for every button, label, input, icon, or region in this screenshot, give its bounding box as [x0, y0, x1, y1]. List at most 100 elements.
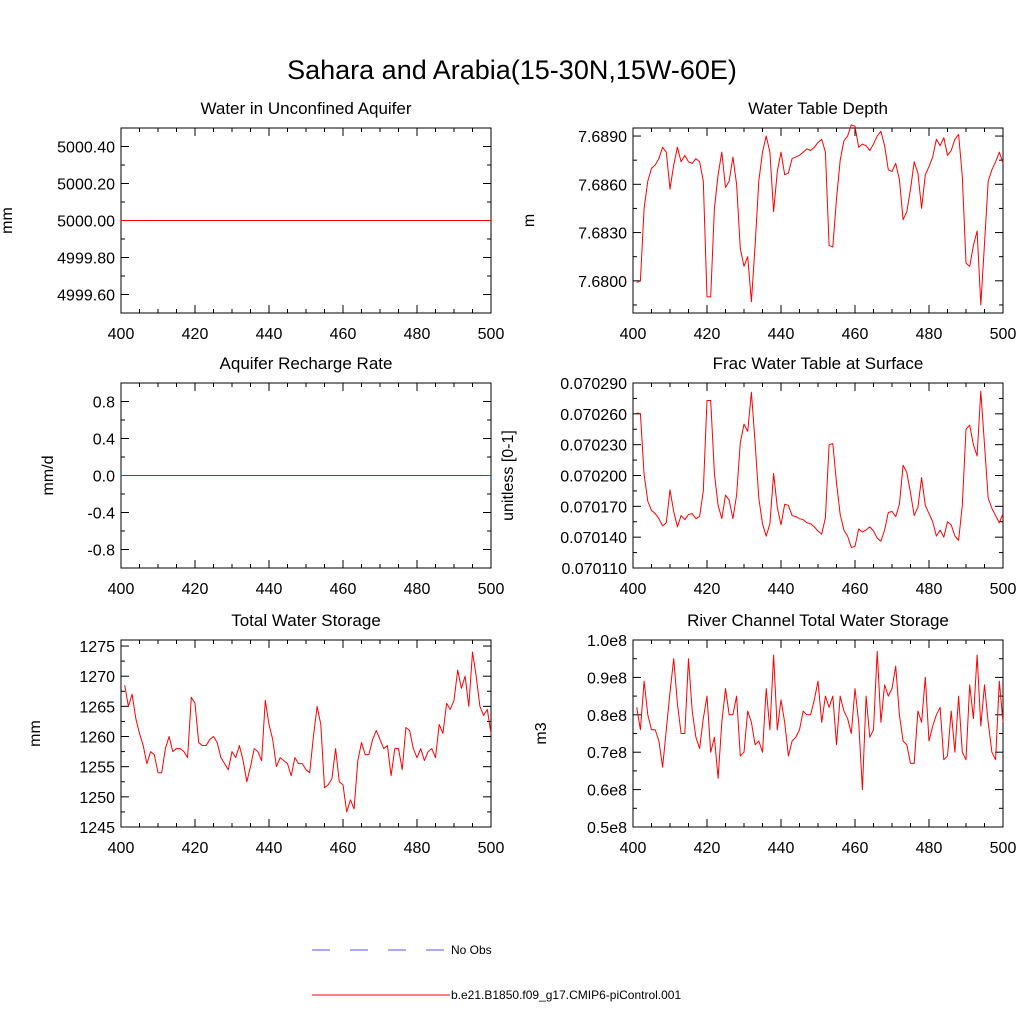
x-tick-label: 420 — [694, 581, 721, 598]
y-tick-label: 5000.00 — [57, 214, 115, 231]
x-tick-label: 480 — [916, 326, 943, 343]
y-tick-label: 0.9e8 — [587, 670, 627, 687]
panel-title: Total Water Storage — [231, 611, 381, 630]
x-tick-label: 500 — [990, 840, 1017, 857]
y-axis-label: mm — [27, 720, 44, 747]
y-tick-label: 0.070230 — [560, 438, 627, 455]
x-tick-label: 460 — [842, 326, 869, 343]
y-tick-label: 0.5e8 — [587, 820, 627, 837]
x-tick-label: 440 — [768, 326, 795, 343]
legend-label-no-obs: No Obs — [451, 943, 492, 957]
chart-panel-5: Total Water Storage 400 420 440 460 480 500 124… — [27, 611, 504, 857]
y-tick-label: 0.070200 — [560, 469, 627, 486]
panel-title: Water in Unconfined Aquifer — [200, 99, 411, 118]
x-tick-label: 400 — [108, 326, 135, 343]
y-tick-label: 7.6890 — [578, 129, 627, 146]
x-tick-label: 440 — [256, 840, 283, 857]
series-line-1 — [636, 650, 1004, 791]
plot-frame — [632, 382, 1004, 569]
y-tick-label: 0.7e8 — [587, 745, 627, 762]
y-axis-label: m — [521, 214, 538, 227]
x-tick-label: 400 — [108, 581, 135, 598]
x-tick-label: 480 — [404, 581, 431, 598]
y-tick-label: 1270 — [79, 669, 115, 686]
y-tick-label: 0.070140 — [560, 530, 627, 547]
y-tick-label: 0.6e8 — [587, 783, 627, 800]
chart-panels: Water in Unconfined Aquifer 400 420 440 460 4… — [0, 99, 1016, 857]
y-tick-label: 0.8e8 — [587, 708, 627, 725]
x-tick-label: 500 — [990, 581, 1017, 598]
x-tick-label: 440 — [256, 581, 283, 598]
x-tick-label: 500 — [478, 840, 505, 857]
x-tick-label: 460 — [330, 840, 357, 857]
y-tick-label: 5000.20 — [57, 177, 115, 194]
y-tick-label: 0.070260 — [560, 407, 627, 424]
x-tick-label: 480 — [916, 581, 943, 598]
series-line-1 — [636, 390, 1004, 548]
legend: No Obs b.e21.B1850.f09_g17.CMIP6-piContr… — [312, 943, 681, 1002]
x-tick-label: 400 — [620, 326, 647, 343]
x-tick-label: 480 — [404, 326, 431, 343]
y-tick-label: 1260 — [79, 730, 115, 747]
series-line-1 — [636, 124, 1004, 306]
y-tick-label: 4999.80 — [57, 251, 115, 268]
chart-panel-6: River Channel Total Water Storage 400 420 4… — [533, 611, 1016, 857]
x-tick-label: 480 — [404, 840, 431, 857]
x-tick-label: 480 — [916, 840, 943, 857]
x-tick-label: 420 — [694, 326, 721, 343]
x-tick-label: 420 — [182, 581, 209, 598]
y-tick-label: 0.070170 — [560, 499, 627, 516]
y-axis-label: m3 — [533, 722, 550, 744]
plot-frame — [120, 639, 492, 828]
chart-panel-2: Water Table Depth 400 420 440 460 480 500 7.680… — [521, 99, 1016, 343]
x-tick-label: 460 — [842, 840, 869, 857]
y-axis-label: unitless [0-1] — [500, 430, 517, 521]
x-tick-label: 500 — [990, 326, 1017, 343]
y-tick-label: 0.070290 — [560, 376, 627, 393]
x-tick-label: 420 — [694, 840, 721, 857]
x-tick-label: 400 — [108, 840, 135, 857]
panel-title: Water Table Depth — [748, 99, 888, 118]
y-tick-label: 1250 — [79, 790, 115, 807]
panel-title: River Channel Total Water Storage — [687, 611, 949, 630]
y-tick-label: 0.0 — [93, 469, 115, 486]
figure-title: Sahara and Arabia(15-30N,15W-60E) — [287, 55, 737, 85]
y-tick-label: 7.6830 — [578, 226, 627, 243]
legend-label-model: b.e21.B1850.f09_g17.CMIP6-piControl.001 — [451, 988, 681, 1002]
chart-panel-3: Aquifer Recharge Rate 400 420 440 460 480 500 -… — [40, 354, 504, 598]
x-tick-label: 400 — [620, 581, 647, 598]
y-tick-label: -0.8 — [87, 543, 115, 560]
y-tick-label: 5000.40 — [57, 140, 115, 157]
y-axis-label: mm/d — [40, 456, 57, 496]
y-tick-label: 1.0e8 — [587, 633, 627, 650]
x-tick-label: 400 — [620, 840, 647, 857]
y-tick-label: -0.4 — [87, 506, 115, 523]
x-tick-label: 460 — [330, 326, 357, 343]
y-tick-label: 1275 — [79, 639, 115, 656]
x-tick-label: 500 — [478, 326, 505, 343]
y-tick-label: 0.8 — [93, 395, 115, 412]
x-tick-label: 440 — [256, 326, 283, 343]
y-tick-label: 1245 — [79, 820, 115, 837]
panel-title: Aquifer Recharge Rate — [220, 354, 393, 373]
x-tick-label: 460 — [842, 581, 869, 598]
chart-panel-1: Water in Unconfined Aquifer 400 420 440 460 4… — [0, 99, 504, 343]
panel-title: Frac Water Table at Surface — [713, 354, 924, 373]
y-tick-label: 1255 — [79, 760, 115, 777]
y-tick-label: 0.4 — [93, 432, 115, 449]
x-tick-label: 420 — [182, 840, 209, 857]
series-line-1 — [124, 651, 492, 813]
y-axis-label: mm — [0, 207, 16, 234]
y-tick-label: 7.6800 — [578, 274, 627, 291]
x-tick-label: 440 — [768, 840, 795, 857]
x-tick-label: 440 — [768, 581, 795, 598]
y-tick-label: 0.070110 — [561, 561, 627, 578]
y-tick-label: 1265 — [79, 699, 115, 716]
chart-panel-4: Frac Water Table at Surface 400 420 440 460 4… — [500, 354, 1016, 598]
y-tick-label: 7.6860 — [578, 177, 627, 194]
x-tick-label: 420 — [182, 326, 209, 343]
x-tick-label: 460 — [330, 581, 357, 598]
y-tick-label: 4999.60 — [57, 288, 115, 305]
x-tick-label: 500 — [478, 581, 505, 598]
